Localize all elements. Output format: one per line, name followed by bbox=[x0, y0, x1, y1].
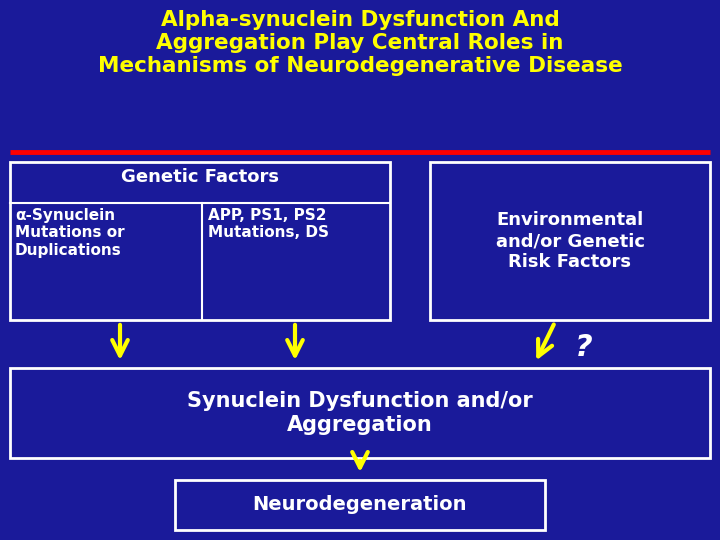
Text: Neurodegeneration: Neurodegeneration bbox=[253, 496, 467, 515]
Bar bbox=[430, 162, 710, 320]
Text: Synuclein Dysfunction and/or
Aggregation: Synuclein Dysfunction and/or Aggregation bbox=[187, 392, 533, 435]
Bar bbox=[10, 162, 390, 320]
Bar bbox=[175, 480, 545, 530]
Text: ?: ? bbox=[575, 334, 593, 362]
Text: APP, PS1, PS2
Mutations, DS: APP, PS1, PS2 Mutations, DS bbox=[208, 208, 329, 240]
Text: Alpha-synuclein Dysfunction And
Aggregation Play Central Roles in
Mechanisms of : Alpha-synuclein Dysfunction And Aggregat… bbox=[98, 10, 622, 76]
Text: Genetic Factors: Genetic Factors bbox=[121, 168, 279, 186]
Text: Environmental
and/or Genetic
Risk Factors: Environmental and/or Genetic Risk Factor… bbox=[495, 211, 644, 271]
Bar bbox=[10, 368, 710, 458]
Text: α-Synuclein
Mutations or
Duplications: α-Synuclein Mutations or Duplications bbox=[15, 208, 125, 258]
